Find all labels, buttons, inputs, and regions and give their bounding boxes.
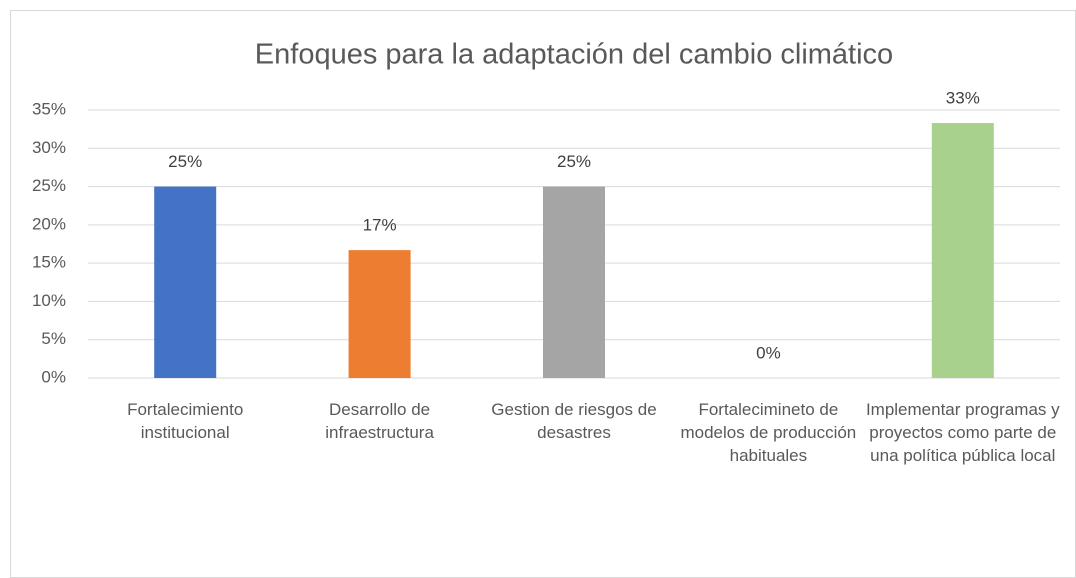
x-tick-label: Implementar programas y proyectos como p… xyxy=(865,400,1060,465)
data-label: 25% xyxy=(168,152,202,171)
bar xyxy=(543,186,605,378)
y-tick-label: 15% xyxy=(32,253,66,272)
y-tick-label: 35% xyxy=(32,99,66,118)
data-label: 17% xyxy=(363,216,397,235)
bar xyxy=(154,186,217,378)
data-label: 25% xyxy=(557,152,591,171)
x-tick-label: Gestion de riesgos de desastres xyxy=(491,400,657,442)
x-tick-label: Fortalecimineto de modelos de producción… xyxy=(680,400,857,465)
x-tick-label: Fortalecimiento institucional xyxy=(127,400,244,442)
y-tick-label: 0% xyxy=(41,367,66,386)
y-tick-label: 20% xyxy=(32,214,66,233)
y-tick-label: 10% xyxy=(32,291,66,310)
data-label: 0% xyxy=(756,343,781,362)
x-tick-label: Desarrollo de infraestructura xyxy=(325,400,434,442)
y-tick-label: 25% xyxy=(32,176,66,195)
y-tick-label: 30% xyxy=(32,138,66,157)
y-tick-label: 5% xyxy=(41,329,66,348)
bar xyxy=(931,123,994,378)
chart-title: Enfoques para la adaptación del cambio c… xyxy=(255,39,893,71)
data-label: 33% xyxy=(946,89,980,108)
bar xyxy=(348,250,411,378)
